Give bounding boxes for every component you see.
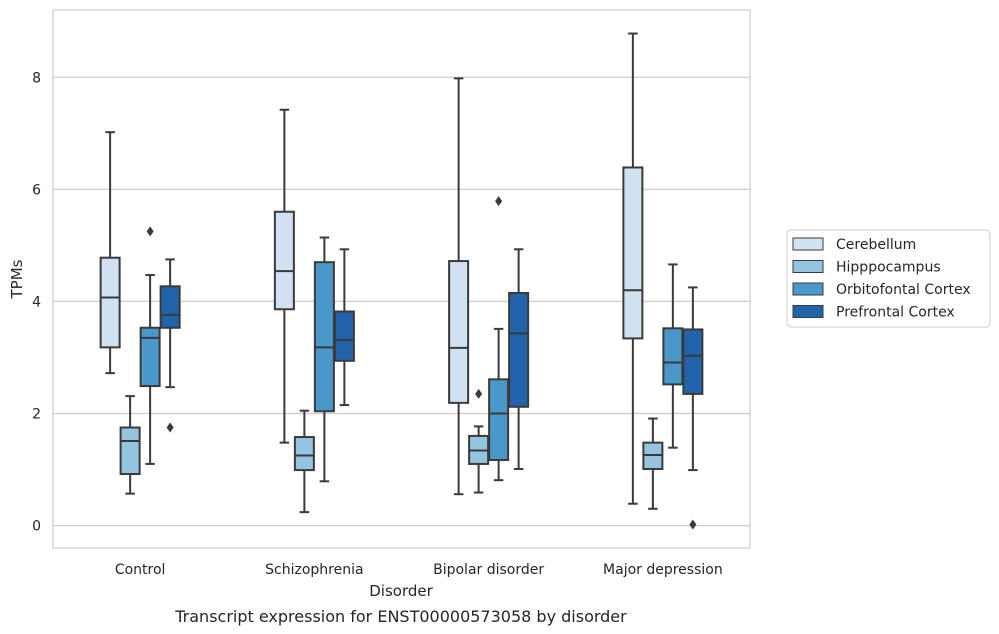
box-2-0 <box>448 77 470 496</box>
box-body <box>682 328 704 395</box>
x-axis-label: Disorder <box>369 582 433 600</box>
y-tick-label: 0 <box>32 519 41 535</box>
legend-swatch <box>792 237 824 251</box>
box-body <box>313 261 335 413</box>
box-body <box>119 426 141 476</box>
x-tick-label: Schizophrenia <box>265 562 363 578</box>
box-body <box>662 327 684 386</box>
plot-frame <box>52 9 751 549</box>
box-3-3 <box>682 286 704 530</box>
outlier-point <box>475 388 483 399</box>
x-tick-label: Control <box>115 562 166 578</box>
x-tick-label: Bipolar disorder <box>433 562 544 578</box>
y-tick-label: 6 <box>32 182 41 198</box>
y-axis-label: TPMs <box>8 259 26 299</box>
x-tick-labels: Control Schizophrenia Bipolar disorder Majo… <box>115 562 723 578</box>
box-body <box>622 166 644 340</box>
box-3-0 <box>622 32 644 505</box>
legend: Cerebellum Hipppocampus Orbitofontal Corte… <box>786 229 991 328</box>
box-0-2 <box>139 226 161 465</box>
y-tick-label: 4 <box>32 294 41 310</box>
legend-swatch <box>792 305 824 318</box>
box-3-1 <box>642 417 664 510</box>
box-body <box>99 256 121 349</box>
box-2-1 <box>468 388 490 494</box>
box-body <box>139 326 161 388</box>
box-body <box>333 310 355 362</box>
box-1-3 <box>333 248 355 407</box>
box-body <box>293 436 315 472</box>
box-body <box>508 292 530 408</box>
chart-caption: Transcript expression for ENST0000057305… <box>174 607 627 626</box>
box-3-2 <box>662 263 684 449</box>
outlier-point <box>689 519 697 530</box>
box-2-2 <box>488 196 510 482</box>
outlier-point <box>166 422 174 433</box>
boxes-layer <box>99 32 704 530</box>
box-1-0 <box>273 108 295 444</box>
x-tick-label: Major depression <box>603 562 723 578</box>
y-tick-labels: 0 2 4 6 8 <box>32 70 41 534</box>
legend-label: Cerebellum <box>836 237 916 253</box>
y-tick-label: 8 <box>32 70 41 86</box>
box-body <box>159 285 181 329</box>
box-0-0 <box>99 131 121 375</box>
legend-frame <box>786 229 991 328</box>
y-tick-label: 2 <box>32 407 41 423</box>
box-2-3 <box>508 248 530 470</box>
box-1-2 <box>313 236 335 483</box>
legend-label: Prefrontal Cortex <box>836 305 955 321</box>
legend-label: Hipppocampus <box>836 260 941 276</box>
box-0-3 <box>159 258 181 433</box>
legend-swatch <box>792 260 824 273</box>
box-1-1 <box>293 409 315 514</box>
legend-label: Orbitofontal Cortex <box>836 282 971 298</box>
box-body <box>273 210 295 311</box>
legend-swatch <box>792 282 824 296</box>
outlier-point <box>495 196 503 207</box>
box-body <box>448 260 470 404</box>
box-0-1 <box>119 395 141 495</box>
box-body <box>488 378 510 462</box>
outlier-point <box>146 226 154 237</box>
